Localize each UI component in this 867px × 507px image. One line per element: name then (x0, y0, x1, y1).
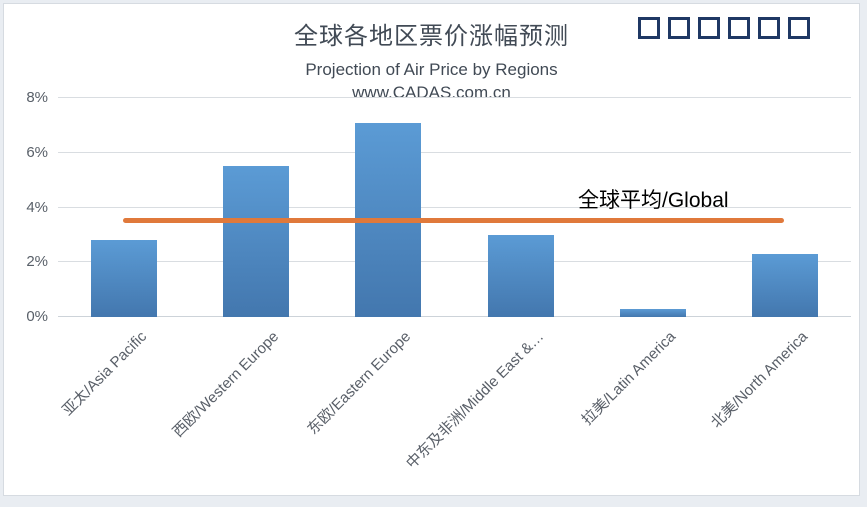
tofu-box-glyph (698, 17, 720, 39)
global-average-label: 全球平均/Global (578, 189, 729, 212)
tofu-box-glyph (788, 17, 810, 39)
bar (619, 308, 686, 317)
tofu-box-glyph (668, 17, 690, 39)
chart-panel: 全球各地区票价涨幅预测 Projection of Air Price by R… (3, 3, 860, 496)
tofu-box-glyph (638, 17, 660, 39)
plot-area: 0% 2% 4% 6% 8% 全球平均/Global 亚太/Asia Pacific 西欧… (26, 89, 851, 472)
global-average-line (123, 218, 784, 224)
chart-subtitle: Projection of Air Price by Regions (305, 60, 558, 79)
y-tick-label: 8% (26, 89, 48, 106)
tofu-box-glyph (758, 17, 780, 39)
bar (487, 234, 554, 317)
grid-line-0pct (58, 316, 851, 317)
y-tick-label: 0% (26, 308, 48, 325)
grid-line-4pct (58, 206, 851, 208)
grid-line-2pct (58, 261, 851, 263)
grid-line-6pct (58, 151, 851, 153)
bar (91, 240, 158, 317)
tofu-box-glyph (728, 17, 750, 39)
bar (751, 254, 818, 317)
unrendered-text-placeholder (638, 17, 818, 39)
bar (223, 166, 290, 317)
y-tick-label: 6% (26, 143, 48, 161)
grid-line-8pct (58, 97, 851, 98)
y-tick-label: 4% (26, 198, 48, 216)
y-tick-label: 2% (26, 253, 48, 271)
